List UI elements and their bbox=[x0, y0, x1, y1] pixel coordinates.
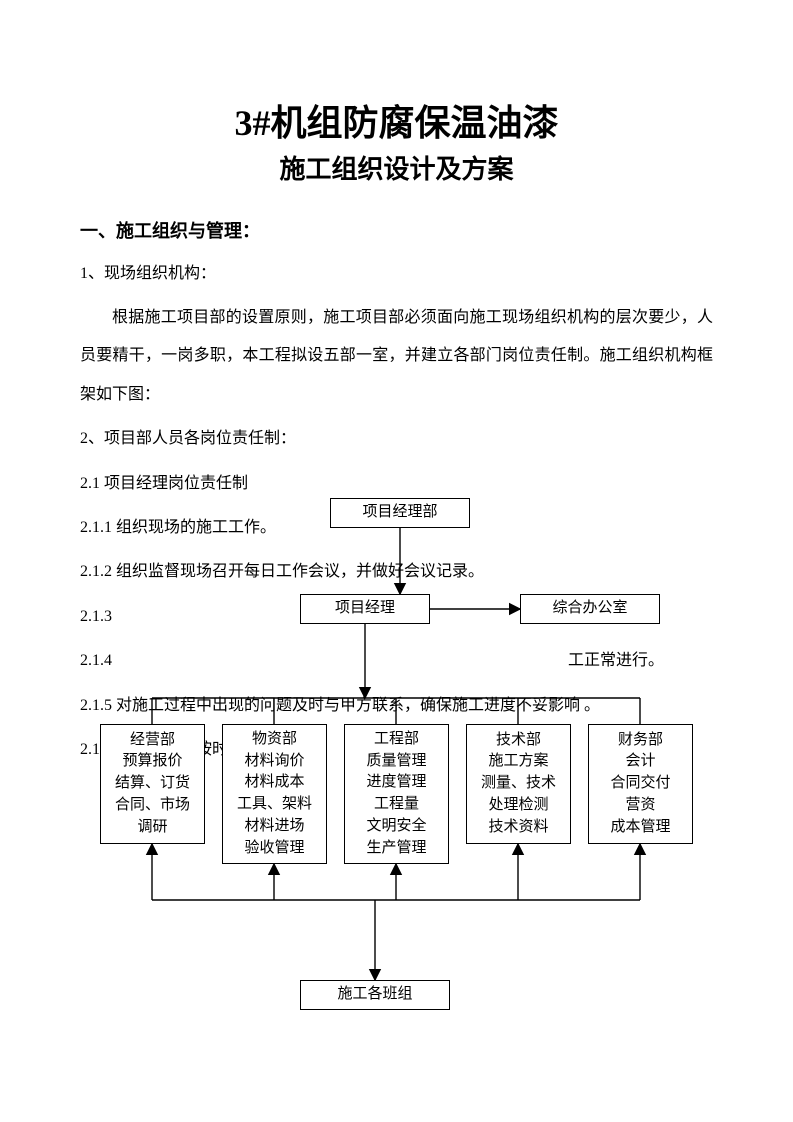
main-title: 3#机组防腐保温油漆 bbox=[80, 100, 713, 147]
para-10: 2.1.6 协调供货商按时按量 bbox=[80, 731, 713, 769]
para-3: 2、项目部人员各岗位责任制： bbox=[80, 420, 713, 458]
para-4: 2.1 项目经理岗位责任制 bbox=[80, 465, 713, 503]
para-6: 2.1.2 组织监督现场召开每日工作会议，并做好会议记录。 bbox=[80, 553, 713, 591]
section-1-heading: 一、施工组织与管理： bbox=[80, 217, 713, 243]
sub-title: 施工组织设计及方案 bbox=[80, 153, 713, 187]
para-9: 2.1.5 对施工过程中出现的问题及时与甲方联系，确保施工进度不妥影响 。 bbox=[80, 687, 713, 725]
para-2: 根据施工项目部的设置原则，施工项目部必须面向施工现场组织机构的层次要少，人员要精… bbox=[80, 299, 713, 414]
document-page: 3#机组防腐保温油漆 施工组织设计及方案 一、施工组织与管理： 1、现场组织机构… bbox=[0, 0, 793, 1122]
para-8: 2.1.4 工正常进行。 bbox=[80, 642, 713, 680]
para-7: 2.1.3 bbox=[80, 598, 713, 636]
para-5: 2.1.1 组织现场的施工工作。 bbox=[80, 509, 713, 547]
para-1: 1、现场组织机构： bbox=[80, 255, 713, 293]
para-8-prefix: 2.1.4 bbox=[80, 652, 112, 669]
para-8-suffix: 工正常进行。 bbox=[568, 652, 664, 669]
